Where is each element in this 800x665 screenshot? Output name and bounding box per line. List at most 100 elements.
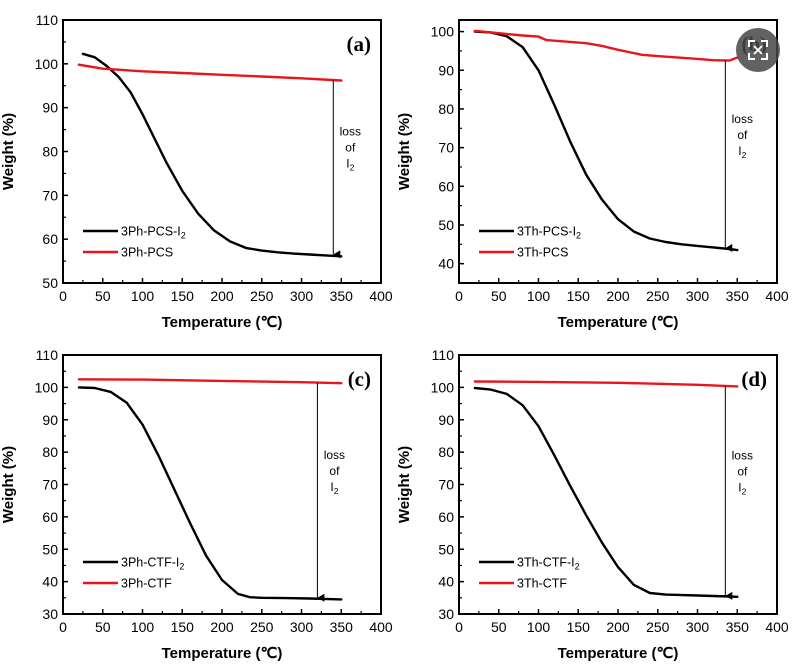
y-tick-label: 100 (431, 24, 455, 40)
x-tick-label: 200 (606, 288, 630, 304)
x-tick-label: 400 (765, 619, 789, 635)
series-line-3th-pcs (473, 29, 739, 62)
annotation-text: of (737, 464, 748, 478)
x-tick-label: 400 (765, 288, 789, 304)
annotation-subscript: 2 (350, 163, 355, 173)
annotation-line: loss (340, 125, 361, 139)
legend-label: 3Ph-CTF (121, 577, 172, 591)
annotation-text: of (345, 141, 356, 155)
x-tick-label: 0 (59, 619, 67, 635)
y-axis-title: Weight (%) (0, 113, 17, 190)
annotation-line: of (329, 464, 340, 478)
x-tick-label: 50 (95, 619, 111, 635)
annotation-line: loss (732, 112, 753, 126)
y-tick-label: 50 (438, 217, 454, 233)
legend-label: 3Th-PCS (517, 246, 568, 260)
x-tick-label: 150 (171, 619, 195, 635)
x-axis-title: Temperature (℃) (162, 314, 283, 331)
x-tick-label: 100 (131, 288, 155, 304)
legend-label-text: 3Ph-CTF (121, 577, 172, 591)
x-tick-label: 200 (210, 619, 234, 635)
legend-label-text: 3Th-PCS-I (517, 225, 576, 239)
legend-label-subscript: 2 (181, 231, 186, 241)
y-tick-label: 60 (438, 509, 454, 525)
y-tick-label: 70 (438, 140, 454, 156)
y-tick-label: 60 (438, 178, 454, 194)
x-tick-label: 250 (250, 619, 274, 635)
x-tick-label: 350 (726, 619, 750, 635)
y-axis-title: Weight (%) (0, 446, 17, 523)
panel-c: 0 50 100 150 200 250 300 350 400 30 40 50 60 70 80 90 10… (0, 347, 393, 662)
annotation-text: loss (324, 448, 345, 462)
x-axis-title: Temperature (℃) (558, 645, 679, 662)
fullscreen-expand-icon (748, 40, 768, 60)
panel-label: (d) (741, 367, 767, 391)
annotation-text: I2 (738, 144, 746, 160)
y-tick-label: 60 (42, 509, 58, 525)
legend-label-text: 3Th-CTF (517, 577, 567, 591)
legend-label: 3Th-CTF (517, 577, 567, 591)
annotation-line: I (346, 157, 349, 171)
y-tick-label: 50 (438, 541, 454, 557)
x-tick-label: 50 (491, 619, 507, 635)
expand-image-button[interactable] (736, 28, 780, 72)
y-tick-label: 70 (42, 477, 58, 493)
x-tick-label: 400 (369, 288, 393, 304)
x-tick-label: 250 (250, 288, 274, 304)
annotation-line: loss (324, 448, 345, 462)
x-axis-title: Temperature (℃) (162, 645, 283, 662)
y-tick-label: 80 (438, 101, 454, 117)
series-line-3th-ctf-i2 (473, 386, 739, 598)
panel-label: (a) (347, 32, 372, 56)
x-tick-label: 100 (527, 619, 551, 635)
x-tick-label: 300 (686, 288, 710, 304)
legend-label-subscript: 2 (576, 231, 581, 241)
series-line-3th-pcs-i2 (473, 30, 739, 252)
legend-label-text: 3Th-PCS (517, 246, 568, 260)
annotation-text: of (329, 464, 340, 478)
x-tick-label: 200 (606, 619, 630, 635)
y-axis-title: Weight (%) (396, 446, 413, 523)
series-line-3ph-ctf (77, 378, 343, 385)
x-tick-label: 0 (455, 288, 463, 304)
series-line-3ph-pcs (77, 63, 343, 82)
annotation-text: I2 (346, 157, 354, 173)
x-tick-label: 350 (330, 288, 354, 304)
y-tick-label: 90 (438, 62, 454, 78)
y-tick-label: 60 (42, 231, 58, 247)
y-tick-label: 70 (42, 187, 58, 203)
y-tick-label: 100 (35, 56, 59, 72)
annotation-text: loss (732, 448, 753, 462)
annotation-subscript: 2 (334, 486, 339, 496)
x-tick-label: 150 (567, 619, 591, 635)
x-tick-label: 0 (59, 288, 67, 304)
annotation-line: of (737, 464, 748, 478)
x-tick-label: 100 (527, 288, 551, 304)
x-tick-label: 300 (290, 619, 314, 635)
y-tick-label: 80 (42, 144, 58, 160)
series-line-3ph-ctf-i2 (77, 386, 343, 601)
x-tick-label: 250 (646, 619, 670, 635)
annotation-text: I2 (738, 480, 746, 496)
y-tick-label: 80 (42, 444, 58, 460)
x-tick-label: 350 (726, 288, 750, 304)
annotation-text: of (737, 128, 748, 142)
x-tick-label: 300 (686, 619, 710, 635)
y-tick-label: 50 (42, 541, 58, 557)
panel-a: 0 50 100 150 200 250 300 350 4005060708090100110… (0, 12, 393, 331)
y-tick-label: 110 (36, 12, 59, 28)
y-tick-label: 100 (35, 379, 59, 395)
annotation-line: of (737, 128, 748, 142)
legend-label: 3Th-CTF-I2 (517, 556, 580, 572)
y-tick-label: 40 (438, 574, 454, 590)
annotation-text: loss (732, 112, 753, 126)
legend-label-text: 3Ph-PCS-I (121, 225, 181, 239)
annotation-line: I (330, 480, 333, 494)
legend-label-subscript: 2 (575, 562, 580, 572)
series-line-3th-ctf (473, 380, 739, 388)
x-tick-label: 200 (210, 288, 234, 304)
series-line-3ph-pcs-i2 (81, 52, 343, 258)
annotation-text: I2 (330, 480, 338, 496)
y-tick-label: 100 (431, 379, 455, 395)
